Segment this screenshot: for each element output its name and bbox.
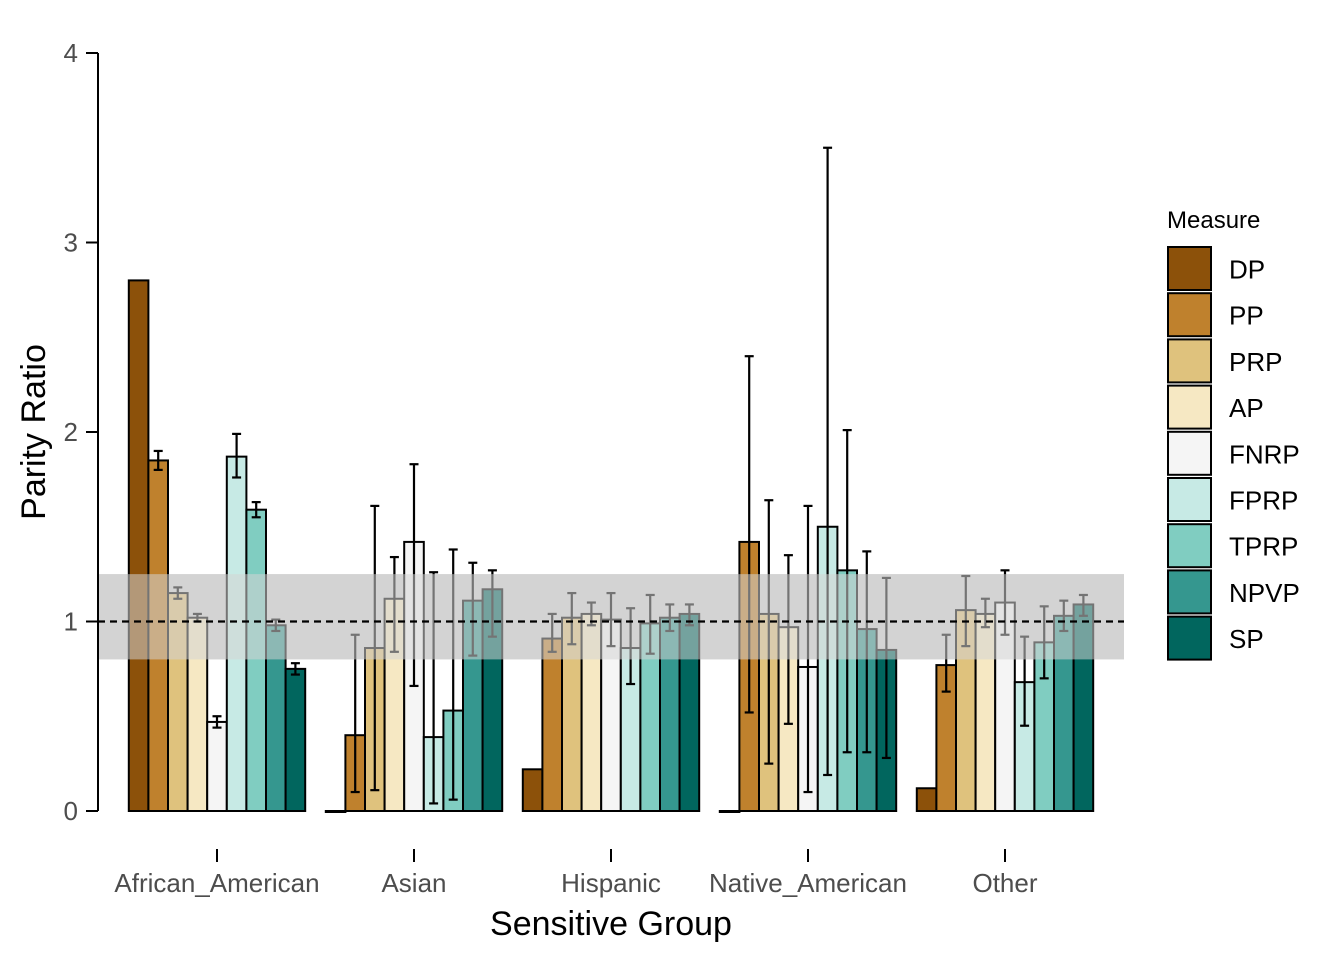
legend-key-prp xyxy=(1167,338,1212,384)
legend-key-dp xyxy=(1167,246,1212,291)
error-bar-fprp-native-american xyxy=(823,146,833,777)
legend: Measure DP PP PRP AP FNRP FPRP TPRP NPVP SP xyxy=(1167,207,1300,661)
legend-label-prp: PRP xyxy=(1229,347,1282,377)
legend-key-ap xyxy=(1167,384,1212,430)
legend-key-tprp xyxy=(1167,523,1212,569)
bar-dp-african-american xyxy=(127,279,150,812)
x-tick-label-other: Other xyxy=(972,868,1037,898)
bar-sp-african-american xyxy=(284,667,307,813)
bar-fnrp-african-american xyxy=(206,720,228,812)
y-tick-label: 2 xyxy=(64,417,78,447)
legend-label-npvp: NPVP xyxy=(1229,578,1300,608)
y-tick-label: 1 xyxy=(64,607,78,637)
legend-label-tprp: TPRP xyxy=(1229,532,1298,562)
bars-layer xyxy=(127,279,1095,813)
legend-key-fprp xyxy=(1167,477,1212,522)
error-bar-fnrp-african-american xyxy=(212,715,222,729)
bar-pp-hispanic xyxy=(541,637,564,812)
legend-label-dp: DP xyxy=(1229,255,1265,285)
y-tick-label: 3 xyxy=(64,228,78,258)
legend-label-fnrp: FNRP xyxy=(1229,439,1300,469)
y-tick-label: 4 xyxy=(64,38,78,68)
error-bar-fprp-african-american xyxy=(232,432,242,479)
x-tick-label-hispanic: Hispanic xyxy=(561,868,661,898)
bar-tprp-african-american xyxy=(245,508,267,812)
bar-dp-asian xyxy=(324,810,347,813)
reference-band-overlay xyxy=(98,574,1124,660)
legend-label-pp: PP xyxy=(1229,301,1264,331)
overlay-layer xyxy=(98,574,1124,660)
legend-label-ap: AP xyxy=(1229,393,1264,423)
x-tick-label-native-american: Native_American xyxy=(709,868,907,898)
legend-key-sp xyxy=(1167,615,1212,661)
legend-key-pp xyxy=(1167,292,1212,338)
legend-label-fprp: FPRP xyxy=(1229,486,1298,516)
x-tick-label-african-american: African_American xyxy=(114,868,319,898)
bar-dp-hispanic xyxy=(521,768,544,812)
legend-key-fnrp xyxy=(1167,430,1212,476)
x-tick-label-asian: Asian xyxy=(381,868,446,898)
x-axis-title: Sensitive Group xyxy=(490,905,732,943)
error-bar-pp-african-american xyxy=(153,449,163,471)
y-axis-title: Parity Ratio xyxy=(15,344,53,520)
legend-label-sp: SP xyxy=(1229,624,1264,654)
y-tick-label: 0 xyxy=(64,796,78,826)
bar-dp-other xyxy=(915,787,938,813)
error-bar-sp-african-american xyxy=(290,662,300,676)
legend-key-npvp xyxy=(1167,569,1212,615)
error-bar-tprp-african-american xyxy=(251,501,261,519)
axes-layer: 0 1 2 3 4 African_American Asian Hispanic Native… xyxy=(64,38,1038,898)
legend-title: Measure xyxy=(1167,207,1260,234)
bar-dp-native-american xyxy=(718,810,741,813)
